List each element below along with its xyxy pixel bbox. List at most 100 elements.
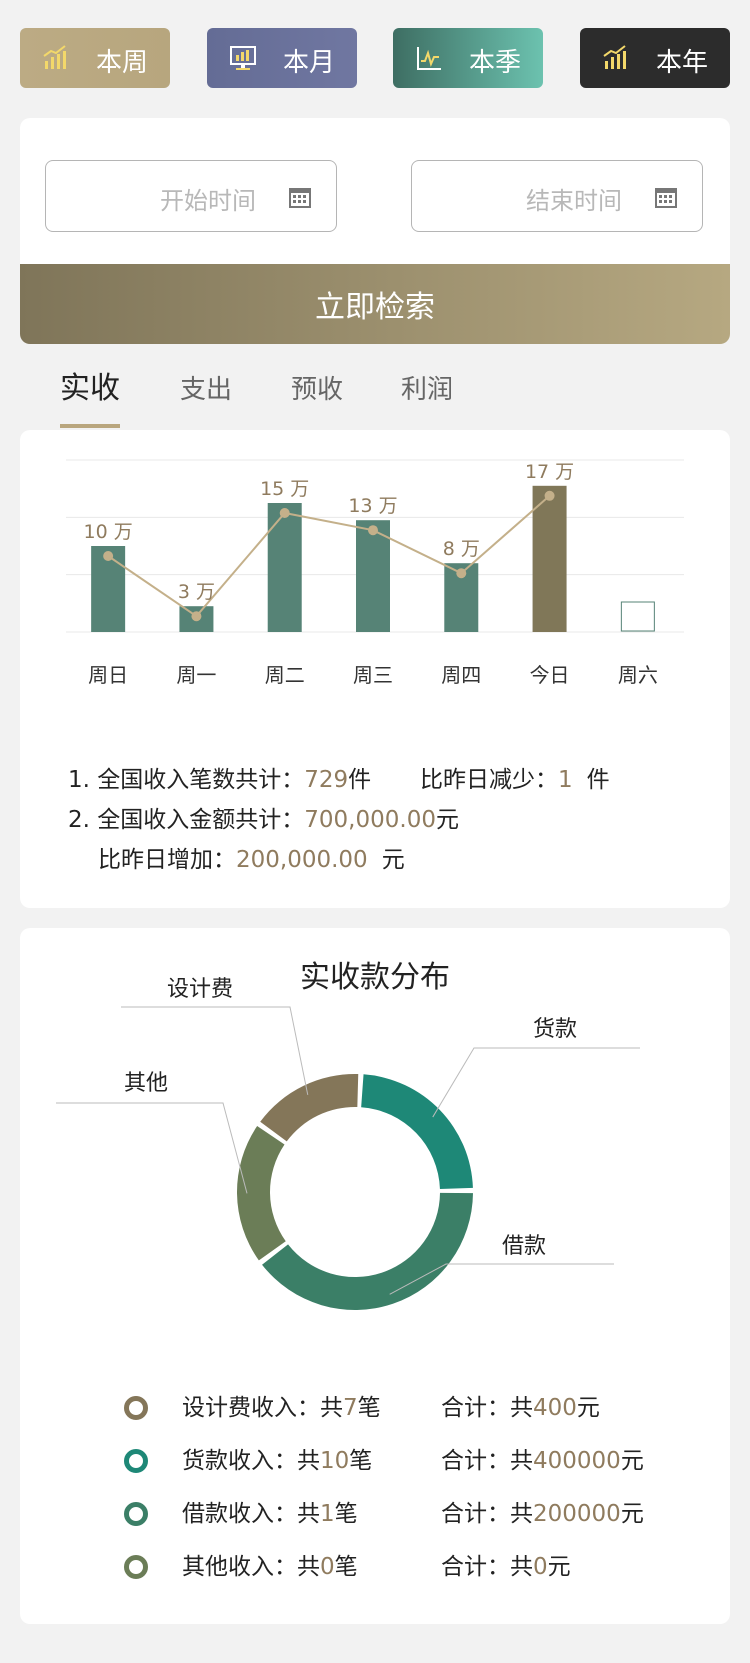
period-week-label: 本周 xyxy=(95,48,148,78)
end-date-placeholder: 结束时间 xyxy=(526,187,622,215)
slice-label: 其他 xyxy=(124,1071,168,1096)
legend-count-value: 1 xyxy=(320,1501,335,1527)
legend-marker xyxy=(124,1555,148,1579)
stat-amount-line: 2. 全国收入金额共计：700,000.00元 xyxy=(68,800,459,840)
line-chart-icon xyxy=(417,47,441,70)
legend-name: 借款收入：共 xyxy=(182,1501,320,1527)
stat-amount-unit: 元 xyxy=(435,807,459,833)
stat-count-compare: 比昨日减少：1 件 xyxy=(420,760,610,800)
x-tick-label: 周日 xyxy=(88,663,128,687)
slice-label: 借款 xyxy=(502,1234,546,1259)
data-label: 10 万 xyxy=(84,521,133,543)
legend-count: 其他收入：共0笔 xyxy=(182,1547,358,1581)
x-tick-label: 周一 xyxy=(176,663,216,687)
legend-count-value: 0 xyxy=(320,1554,335,1580)
tab-bar: 实收 支出 预收 利润 xyxy=(20,355,730,430)
legend-count-value: 7 xyxy=(343,1395,358,1421)
weekly-bar-chart: 周日 周一 周二 周三 周四 今日 周六 10 万 3 万 15 万 13 万 8 万 17 万 xyxy=(66,459,684,687)
legend-sum-unit: 元 xyxy=(576,1395,600,1421)
search-button[interactable]: 立即检索 xyxy=(20,264,730,344)
donut-slice xyxy=(361,1074,473,1189)
donut-slice xyxy=(262,1192,473,1310)
donut-slice xyxy=(260,1074,359,1142)
data-label: 17 万 xyxy=(525,461,574,483)
period-season-label: 本季 xyxy=(468,48,521,78)
distribution-title: 实收款分布 xyxy=(300,960,450,995)
stat-count-line: 1. 全国收入笔数共计：729件 比昨日减少：1 件 xyxy=(68,760,610,800)
stat-increase-value: 200,000.00 xyxy=(236,847,368,873)
legend-marker xyxy=(124,1449,148,1473)
start-date-field[interactable]: 开始时间 xyxy=(45,160,337,232)
slice-label: 货款 xyxy=(533,1017,577,1042)
distribution-card: 实收款分布 设计费 货款 借款 其他 设计费收入：共7笔 合计：共400元 货款收入：… xyxy=(20,928,730,1624)
stat-count-compare-prefix: 比昨日减少： xyxy=(420,767,558,793)
data-label: 3 万 xyxy=(178,581,215,603)
monitor-chart-icon xyxy=(230,46,256,70)
legend-count: 设计费收入：共7笔 xyxy=(182,1388,381,1422)
stat-increase-unit: 元 xyxy=(381,847,405,873)
legend-sum-prefix: 合计：共 xyxy=(441,1395,533,1421)
stat-amount-prefix: 2. 全国收入金额共计： xyxy=(68,807,305,833)
stat-count-compare-unit: 件 xyxy=(586,767,610,793)
legend-sum: 合计：共0元 xyxy=(441,1547,571,1581)
legend-count-value: 10 xyxy=(320,1448,350,1474)
legend-count-unit: 笔 xyxy=(357,1395,381,1421)
chart-bar xyxy=(267,503,302,632)
data-label: 13 万 xyxy=(348,495,397,517)
stat-count-prefix: 1. 全国收入笔数共计： xyxy=(68,767,305,793)
legend-count-unit: 笔 xyxy=(334,1554,358,1580)
legend-sum-value: 200000 xyxy=(533,1501,621,1527)
period-week-button[interactable]: 本周 xyxy=(20,28,170,88)
legend-sum-prefix: 合计：共 xyxy=(441,1501,533,1527)
x-tick-label: 周四 xyxy=(441,663,481,687)
slice-label: 设计费 xyxy=(167,977,233,1002)
trend-point xyxy=(368,525,378,536)
leader-line xyxy=(121,1006,309,1095)
leader-line xyxy=(389,1263,614,1295)
legend-sum: 合计：共200000元 xyxy=(441,1494,644,1528)
bar-chart-up-icon xyxy=(43,45,66,69)
trend-point xyxy=(544,490,555,501)
legend-sum: 合计：共400元 xyxy=(441,1388,600,1422)
x-tick-label: 周六 xyxy=(618,663,658,687)
legend-marker xyxy=(124,1396,148,1420)
legend-name: 设计费收入：共 xyxy=(182,1395,343,1421)
period-month-button[interactable]: 本月 xyxy=(207,28,357,88)
data-label: 8 万 xyxy=(443,538,480,560)
legend-sum-unit: 元 xyxy=(547,1554,571,1580)
legend-sum: 合计：共400000元 xyxy=(441,1441,644,1475)
stat-amount-value: 700,000.00 xyxy=(304,807,436,833)
legend-sum-value: 400 xyxy=(533,1395,577,1421)
trend-point xyxy=(103,551,114,561)
tab-expense[interactable]: 支出 xyxy=(180,375,233,405)
legend-sum-unit: 元 xyxy=(620,1501,644,1527)
trend-point xyxy=(191,611,202,622)
period-year-button[interactable]: 本年 xyxy=(580,28,730,88)
tab-received[interactable]: 实收 xyxy=(60,371,120,406)
weekly-chart-card: 周日 周一 周二 周三 周四 今日 周六 10 万 3 万 15 万 13 万 8 万 17 万 1. … xyxy=(20,430,730,908)
x-tick-label: 周二 xyxy=(265,663,305,687)
tab-profit[interactable]: 利润 xyxy=(401,375,454,405)
chart-bar xyxy=(620,601,655,632)
stats-block: 1. 全国收入笔数共计：729件 比昨日减少：1 件 2. 全国收入金额共计：70… xyxy=(68,760,610,880)
legend-marker xyxy=(124,1502,148,1526)
legend-count-unit: 笔 xyxy=(334,1501,358,1527)
legend-sum-prefix: 合计：共 xyxy=(441,1448,533,1474)
x-tick-label: 今日 xyxy=(530,663,570,687)
trend-point xyxy=(279,508,290,518)
tab-prepaid[interactable]: 预收 xyxy=(291,375,344,405)
period-season-button[interactable]: 本季 xyxy=(393,28,543,88)
legend-name: 其他收入：共 xyxy=(182,1554,320,1580)
stat-count-compare-value: 1 xyxy=(558,767,573,793)
end-date-field[interactable]: 结束时间 xyxy=(411,160,703,232)
data-label: 15 万 xyxy=(260,478,309,500)
trend-line xyxy=(107,495,551,618)
period-month-label: 本月 xyxy=(282,48,335,78)
search-card: 开始时间 结束时间 立即检索 xyxy=(20,118,730,344)
legend-sum-value: 400000 xyxy=(533,1448,621,1474)
legend-sum-prefix: 合计：共 xyxy=(441,1554,533,1580)
start-date-placeholder: 开始时间 xyxy=(160,187,256,215)
chart-bar xyxy=(356,520,390,632)
active-tab-indicator xyxy=(60,424,120,428)
